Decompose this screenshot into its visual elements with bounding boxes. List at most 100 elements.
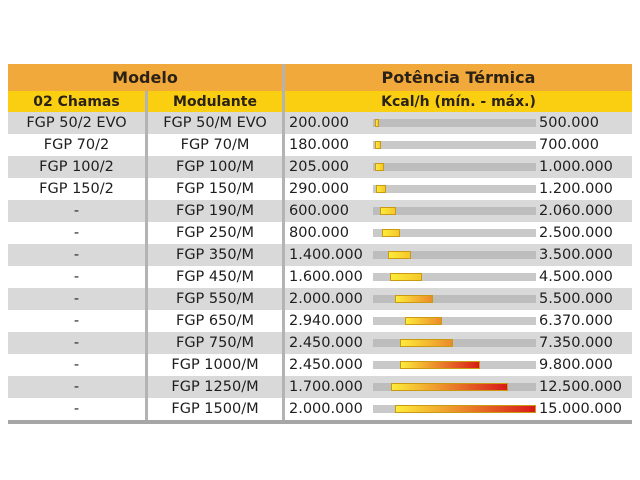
min-power-value: 1.700.000 <box>289 379 363 395</box>
table-row: - FGP 450/M 1.600.000 4.500.000 <box>8 266 632 288</box>
power-range-bar <box>382 229 400 237</box>
table-row: - FGP 1250/M 1.700.000 12.500.000 <box>8 376 632 398</box>
column-divider <box>145 200 148 222</box>
power-range-bar <box>395 295 433 303</box>
chamas-cell: - <box>73 225 80 241</box>
chamas-cell: - <box>73 379 80 395</box>
table-row: - FGP 190/M 600.000 2.060.000 <box>8 200 632 222</box>
column-divider <box>282 91 285 112</box>
power-range-track <box>373 251 536 259</box>
max-power-value: 2.500.000 <box>539 225 613 241</box>
chamas-cell: - <box>73 269 80 285</box>
chamas-cell: - <box>73 401 80 417</box>
column-divider <box>282 288 285 310</box>
power-range-track <box>373 317 536 325</box>
max-power-value: 500.000 <box>539 115 599 131</box>
max-power-value: 2.060.000 <box>539 203 613 219</box>
table-row: - FGP 250/M 800.000 2.500.000 <box>8 222 632 244</box>
max-power-value: 1.200.000 <box>539 181 613 197</box>
column-divider <box>282 266 285 288</box>
column-divider <box>145 266 148 288</box>
table-row: - FGP 650/M 2.940.000 6.370.000 <box>8 310 632 332</box>
chamas-cell: FGP 70/2 <box>43 137 110 153</box>
min-power-value: 600.000 <box>289 203 349 219</box>
max-power-value: 1.000.000 <box>539 159 613 175</box>
power-range-bar <box>375 119 379 127</box>
power-range-bar <box>405 317 442 325</box>
power-range-bar <box>390 273 422 281</box>
power-range-bar <box>375 163 384 171</box>
table-row: FGP 50/2 EVO FGP 50/M EVO 200.000 500.000 <box>8 112 632 134</box>
column-divider <box>282 134 285 156</box>
column-divider <box>145 134 148 156</box>
column-divider <box>145 222 148 244</box>
power-range-track <box>373 383 536 391</box>
column-divider <box>282 354 285 376</box>
modulante-cell: FGP 650/M <box>175 313 254 329</box>
min-power-value: 2.450.000 <box>289 335 363 351</box>
chamas-cell: - <box>73 313 80 329</box>
column-divider <box>282 64 285 91</box>
table-row: FGP 100/2 FGP 100/M 205.000 1.000.000 <box>8 156 632 178</box>
min-power-value: 205.000 <box>289 159 349 175</box>
column-divider <box>282 112 285 134</box>
modulante-cell: FGP 1500/M <box>171 401 259 417</box>
modulante-cell: FGP 1000/M <box>171 357 259 373</box>
power-range-track <box>373 229 536 237</box>
column-divider <box>282 398 285 420</box>
column-divider <box>145 332 148 354</box>
column-divider <box>145 178 148 200</box>
column-divider <box>282 156 285 178</box>
power-range-bar <box>391 383 508 391</box>
column-divider <box>145 288 148 310</box>
chamas-cell: FGP 150/2 <box>39 181 114 197</box>
column-divider <box>282 222 285 244</box>
column-divider <box>145 156 148 178</box>
min-power-value: 2.000.000 <box>289 291 363 307</box>
chamas-cell: - <box>73 203 80 219</box>
chamas-cell: - <box>73 335 80 351</box>
min-power-value: 1.600.000 <box>289 269 363 285</box>
column-divider <box>145 398 148 420</box>
modulante-cell: FGP 150/M <box>175 181 254 197</box>
chamas-cell: FGP 100/2 <box>39 159 114 175</box>
chamas-cell: FGP 50/2 EVO <box>26 115 127 131</box>
max-power-value: 12.500.000 <box>539 379 623 395</box>
max-power-value: 3.500.000 <box>539 247 613 263</box>
modelo-header: Modelo <box>112 68 178 87</box>
bottom-rule <box>8 420 632 424</box>
power-range-track <box>373 185 536 193</box>
max-power-value: 4.500.000 <box>539 269 613 285</box>
power-range-track <box>373 405 536 413</box>
power-range-bar <box>388 251 411 259</box>
header-row-sub: 02 Chamas Modulante Kcal/h (mín. - máx.) <box>8 91 632 112</box>
column-divider <box>145 91 148 112</box>
power-range-bar <box>395 405 536 413</box>
modulante-cell: FGP 100/M <box>175 159 254 175</box>
max-power-value: 5.500.000 <box>539 291 613 307</box>
column-divider <box>145 376 148 398</box>
power-range-bar <box>380 207 396 215</box>
min-power-value: 2.000.000 <box>289 401 363 417</box>
column-divider <box>282 332 285 354</box>
modulante-cell: FGP 70/M <box>180 137 250 153</box>
modulante-cell: FGP 350/M <box>175 247 254 263</box>
column-divider <box>282 376 285 398</box>
power-range-bar <box>375 141 381 149</box>
potencia-header: Potência Térmica <box>381 68 536 87</box>
column-divider <box>282 310 285 332</box>
chamas-cell: - <box>73 357 80 373</box>
modulante-cell: FGP 190/M <box>175 203 254 219</box>
modulante-cell: FGP 550/M <box>175 291 254 307</box>
power-range-track <box>373 339 536 347</box>
power-range-track <box>373 361 536 369</box>
max-power-value: 7.350.000 <box>539 335 613 351</box>
chamas-header: 02 Chamas <box>33 93 120 110</box>
table-row: - FGP 550/M 2.000.000 5.500.000 <box>8 288 632 310</box>
min-power-value: 200.000 <box>289 115 349 131</box>
max-power-value: 6.370.000 <box>539 313 613 329</box>
min-power-value: 2.940.000 <box>289 313 363 329</box>
column-divider <box>145 244 148 266</box>
modulante-cell: FGP 1250/M <box>171 379 259 395</box>
power-range-track <box>373 141 536 149</box>
